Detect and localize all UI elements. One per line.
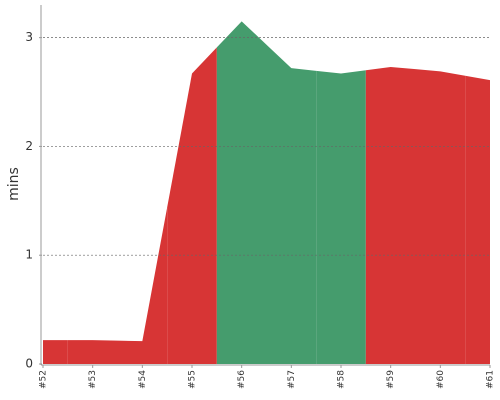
x-tick-label: #57 — [287, 370, 297, 389]
y-tick-label: 0 — [25, 357, 33, 371]
x-tick-label: #56 — [237, 370, 247, 389]
area-segment — [415, 69, 466, 364]
area-segment — [67, 340, 118, 364]
area-segment — [365, 67, 416, 364]
x-tick-label: #60 — [436, 370, 446, 389]
x-tick-label: #59 — [386, 370, 396, 389]
area-segment — [266, 44, 317, 364]
y-tick-label: 3 — [25, 30, 33, 44]
area-segment — [465, 75, 490, 364]
x-tick-label: #53 — [88, 370, 98, 389]
x-tick-label: #55 — [188, 370, 198, 389]
x-tick-label: #52 — [39, 370, 49, 389]
x-tick-label: #58 — [337, 370, 347, 389]
y-tick-label: 1 — [25, 248, 33, 262]
area-segment — [117, 207, 168, 364]
y-tick-label: 2 — [25, 139, 33, 153]
x-tick-label: #54 — [138, 370, 148, 389]
area-segment — [167, 47, 217, 364]
y-axis-label: mins — [6, 167, 22, 201]
area-segment — [216, 21, 267, 365]
x-tick-label: #61 — [486, 370, 496, 389]
area-segment — [43, 340, 68, 364]
area-segment — [316, 70, 366, 364]
